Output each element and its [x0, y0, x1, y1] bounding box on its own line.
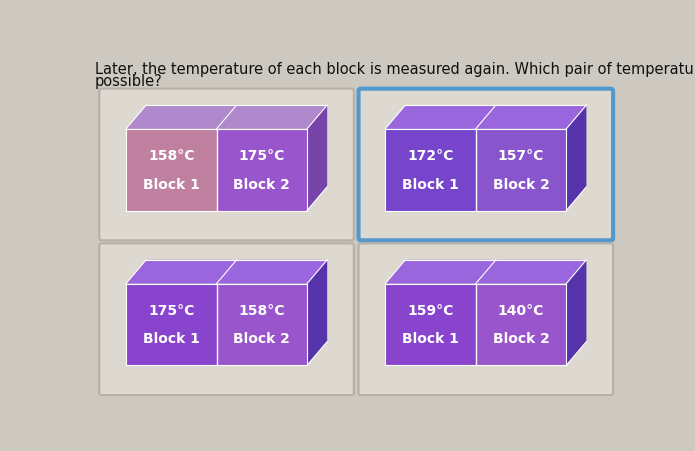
Text: 172°C: 172°C — [407, 149, 454, 163]
Text: Block 2: Block 2 — [493, 331, 550, 345]
Polygon shape — [126, 260, 327, 284]
Text: Block 1: Block 1 — [402, 177, 459, 191]
Polygon shape — [385, 106, 587, 129]
Text: 159°C: 159°C — [407, 303, 454, 317]
FancyBboxPatch shape — [99, 244, 354, 395]
Text: 158°C: 158°C — [238, 303, 285, 317]
Polygon shape — [126, 129, 217, 211]
Text: Block 2: Block 2 — [234, 177, 291, 191]
Polygon shape — [217, 129, 307, 211]
Polygon shape — [385, 260, 587, 284]
Text: Later, the temperature of each block is measured again. Which pair of temperatur: Later, the temperature of each block is … — [95, 62, 695, 77]
Text: Block 2: Block 2 — [493, 177, 550, 191]
Polygon shape — [307, 260, 327, 365]
Text: Block 2: Block 2 — [234, 331, 291, 345]
FancyBboxPatch shape — [359, 244, 613, 395]
Polygon shape — [385, 129, 476, 211]
Polygon shape — [566, 106, 587, 211]
Text: 158°C: 158°C — [148, 149, 195, 163]
Polygon shape — [126, 284, 217, 365]
Text: 175°C: 175°C — [148, 303, 195, 317]
Text: Block 1: Block 1 — [142, 177, 199, 191]
Polygon shape — [126, 106, 327, 129]
Polygon shape — [476, 129, 566, 211]
Polygon shape — [566, 260, 587, 365]
Text: Block 1: Block 1 — [142, 331, 199, 345]
Text: 175°C: 175°C — [238, 149, 285, 163]
Text: Block 1: Block 1 — [402, 331, 459, 345]
Polygon shape — [385, 284, 476, 365]
Polygon shape — [307, 106, 327, 211]
Polygon shape — [476, 284, 566, 365]
Text: 157°C: 157°C — [498, 149, 544, 163]
Text: 140°C: 140°C — [498, 303, 544, 317]
Text: possible?: possible? — [95, 74, 163, 89]
FancyBboxPatch shape — [359, 89, 613, 241]
FancyBboxPatch shape — [99, 89, 354, 241]
Polygon shape — [217, 284, 307, 365]
